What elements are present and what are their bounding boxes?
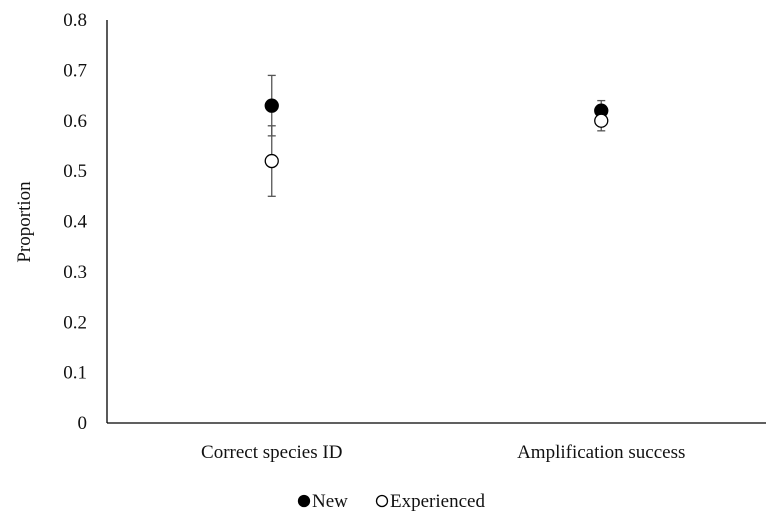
legend-label: Experienced [390, 491, 485, 512]
y-axis-title: Proportion [14, 181, 35, 263]
y-tick-label: 0.2 [63, 312, 87, 333]
y-tick-label: 0.5 [63, 161, 87, 182]
point-new [264, 98, 279, 113]
y-tick-label: 0.1 [63, 363, 87, 384]
legend-marker-icon [375, 494, 389, 508]
legend: New Experienced [297, 491, 485, 512]
legend-label: New [312, 491, 348, 512]
y-tick-label: 0.7 [63, 60, 87, 81]
x-category-labels: Correct species ID Amplification success [201, 442, 685, 463]
y-tick-label: 0 [78, 413, 88, 434]
axes [106, 20, 766, 424]
y-tick-label: 0.3 [63, 262, 87, 283]
y-tick-label: 0.4 [63, 212, 87, 233]
y-tick-label: 0.8 [63, 10, 87, 31]
y-tick-label: 0.6 [63, 111, 87, 132]
legend-marker-icon [297, 494, 311, 508]
x-category-label: Amplification success [517, 442, 685, 463]
data-points [264, 98, 609, 169]
point-experienced [264, 153, 279, 169]
y-tick-labels: 0 0.1 0.2 0.3 0.4 0.5 0.6 0.7 0.8 [63, 10, 87, 434]
x-category-label: Correct species ID [201, 442, 342, 463]
point-experienced [594, 113, 609, 128]
error-bars [267, 74, 606, 197]
